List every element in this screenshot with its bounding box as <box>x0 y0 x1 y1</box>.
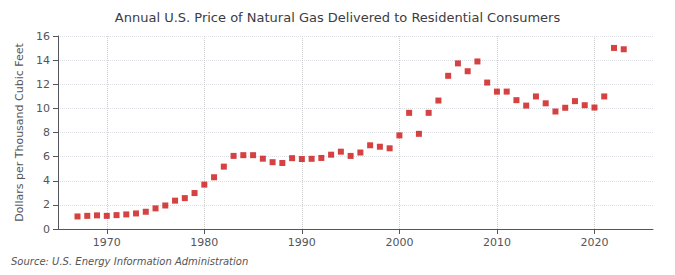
svg-text:16: 16 <box>36 30 50 43</box>
svg-text:8: 8 <box>43 126 50 139</box>
svg-text:1970: 1970 <box>93 236 121 249</box>
svg-text:12: 12 <box>36 78 50 91</box>
svg-text:1990: 1990 <box>288 236 316 249</box>
svg-text:2020: 2020 <box>580 236 608 249</box>
svg-text:Annual U.S. Price of Natural G: Annual U.S. Price of Natural Gas Deliver… <box>115 10 561 25</box>
svg-text:10: 10 <box>36 102 50 115</box>
svg-text:2000: 2000 <box>385 236 413 249</box>
svg-text:4: 4 <box>43 174 50 187</box>
svg-text:Source: U.S. Energy Informatio: Source: U.S. Energy Information Administ… <box>11 256 248 267</box>
svg-text:6: 6 <box>43 150 50 163</box>
svg-text:Dollars per Thousand Cubic Fee: Dollars per Thousand Cubic Feet <box>13 42 26 221</box>
svg-text:2010: 2010 <box>483 236 511 249</box>
svg-text:0: 0 <box>43 223 50 236</box>
svg-text:2: 2 <box>43 198 50 211</box>
svg-text:14: 14 <box>36 54 50 67</box>
svg-text:1980: 1980 <box>190 236 218 249</box>
